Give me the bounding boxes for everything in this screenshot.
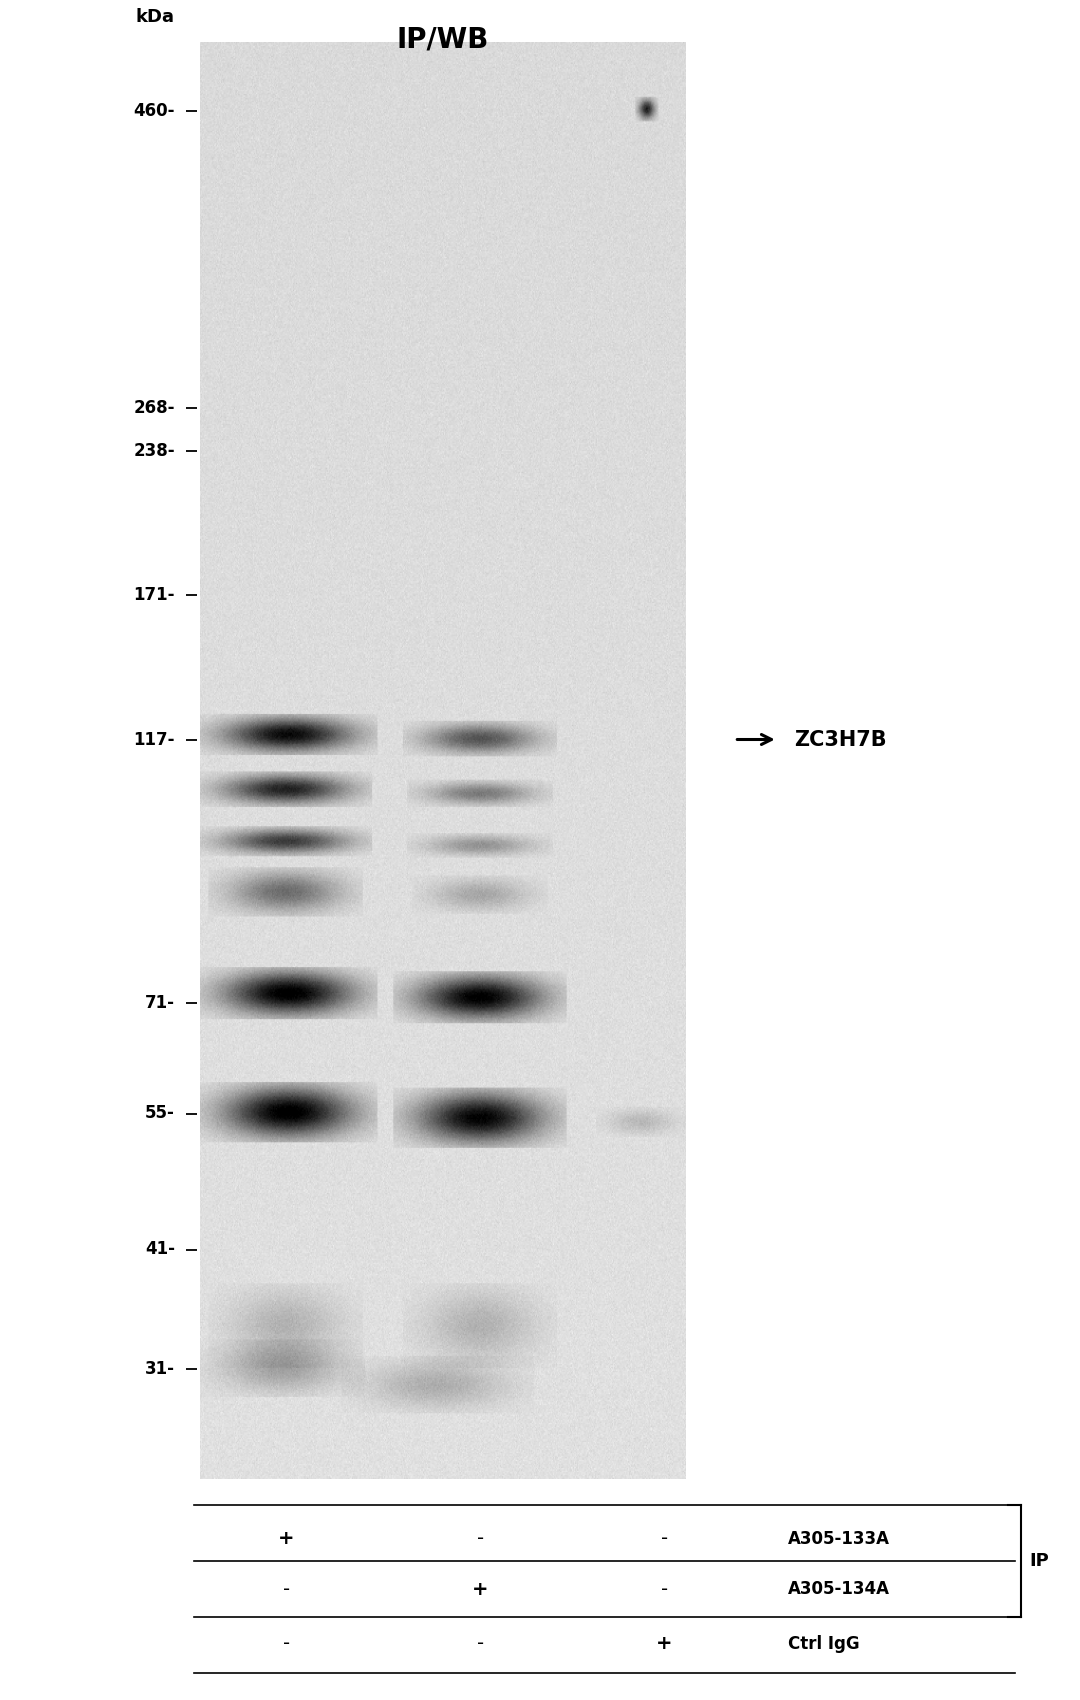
Text: 41-: 41- <box>145 1241 175 1258</box>
Text: -: - <box>477 1528 484 1549</box>
Text: 117-: 117- <box>134 731 175 748</box>
Text: 460-: 460- <box>134 102 175 119</box>
Text: -: - <box>661 1528 667 1549</box>
Text: -: - <box>283 1579 289 1600</box>
Text: ZC3H7B: ZC3H7B <box>794 729 887 750</box>
Text: A305-134A: A305-134A <box>788 1581 890 1598</box>
Text: A305-133A: A305-133A <box>788 1530 890 1547</box>
Text: -: - <box>283 1634 289 1654</box>
Text: +: + <box>278 1528 295 1549</box>
Text: 268-: 268- <box>134 400 175 416</box>
Text: 55-: 55- <box>145 1105 175 1122</box>
Text: 238-: 238- <box>133 442 175 459</box>
Text: 31-: 31- <box>145 1360 175 1377</box>
Text: kDa: kDa <box>136 7 175 26</box>
Text: +: + <box>656 1634 673 1654</box>
Text: IP/WB: IP/WB <box>396 26 489 53</box>
Text: 71-: 71- <box>145 994 175 1011</box>
Text: +: + <box>472 1579 489 1600</box>
Text: Ctrl IgG: Ctrl IgG <box>788 1635 860 1652</box>
Text: 171-: 171- <box>134 586 175 604</box>
Text: IP: IP <box>1029 1552 1049 1569</box>
Text: -: - <box>661 1579 667 1600</box>
Text: -: - <box>477 1634 484 1654</box>
